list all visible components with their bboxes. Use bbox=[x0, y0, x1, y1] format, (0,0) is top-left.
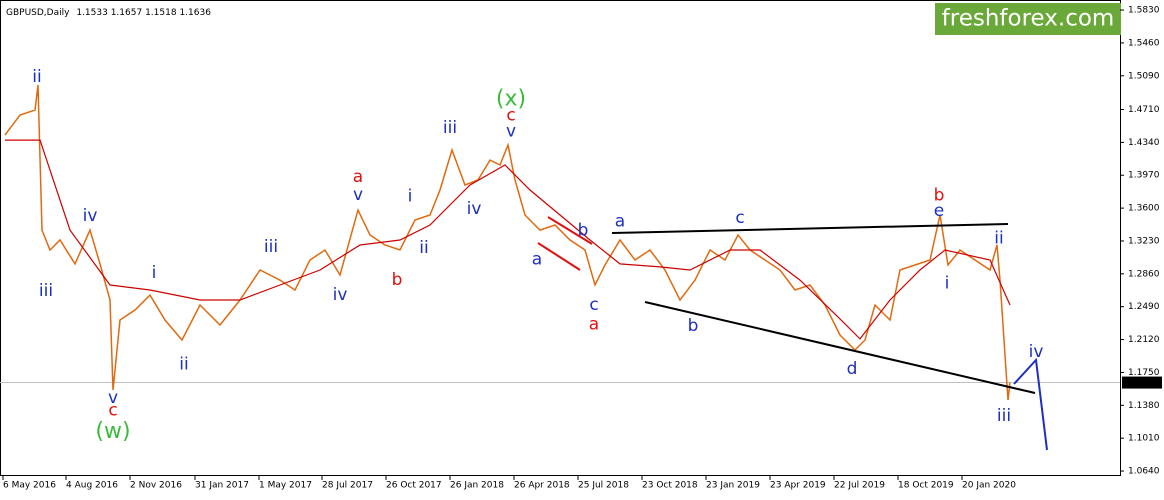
x-tick-label: 23 Jan 2019 bbox=[706, 481, 760, 491]
wave-label: i bbox=[152, 263, 157, 283]
y-tick-label: 1.5830 bbox=[1128, 6, 1160, 16]
wave-label: b bbox=[934, 186, 945, 206]
y-tick-label: 1.3230 bbox=[1128, 236, 1160, 246]
wave-label: iii bbox=[264, 237, 278, 257]
brand-text: freshforex.com bbox=[942, 6, 1115, 32]
projection-line bbox=[1013, 357, 1048, 451]
x-tick-label: 22 Jul 2019 bbox=[834, 481, 885, 491]
y-tick-label: 1.3600 bbox=[1128, 204, 1160, 214]
wave-label: (x) bbox=[496, 87, 526, 112]
wave-label: a bbox=[589, 314, 599, 334]
x-tick-label: 28 Jul 2017 bbox=[322, 481, 373, 491]
wave-label: c bbox=[108, 401, 117, 421]
trendline bbox=[644, 301, 1036, 394]
y-tick-label: 1.4710 bbox=[1128, 105, 1160, 115]
x-tick-label: 18 Oct 2019 bbox=[898, 481, 954, 491]
y-tick-label: 1.0640 bbox=[1128, 467, 1160, 477]
wave-label: iii bbox=[443, 118, 457, 138]
symbol-header: GBPUSD,Daily 1.1533 1.1657 1.1518 1.1636 bbox=[6, 8, 211, 18]
wave-label: e bbox=[934, 201, 944, 221]
wave-label: iii bbox=[997, 406, 1011, 426]
wave-label: iv bbox=[1029, 342, 1044, 362]
wave-label: c bbox=[506, 106, 515, 126]
wave-label: ii bbox=[32, 67, 41, 87]
price-line bbox=[5, 139, 1011, 340]
y-tick-label: 1.5090 bbox=[1128, 71, 1160, 81]
wave-label: a bbox=[353, 167, 363, 187]
wave-label: a bbox=[615, 211, 625, 231]
wave-label: d bbox=[847, 359, 858, 379]
last-price-label: 1.1636 bbox=[1126, 378, 1158, 388]
plot-frame bbox=[0, 0, 1121, 476]
wave-label: ii bbox=[179, 354, 188, 374]
close: 1.1636 bbox=[179, 8, 211, 18]
x-tick-label: 6 May 2016 bbox=[3, 481, 56, 491]
channel-line bbox=[537, 242, 581, 271]
y-tick-label: 1.2860 bbox=[1128, 269, 1160, 279]
symbol: GBPUSD,Daily bbox=[6, 8, 70, 18]
y-tick-label: 1.2120 bbox=[1128, 335, 1160, 345]
wave-label: i bbox=[945, 274, 950, 294]
channel-line bbox=[547, 216, 593, 245]
low: 1.1518 bbox=[145, 8, 177, 18]
wave-label: b bbox=[578, 220, 589, 240]
wave-label: c bbox=[735, 208, 744, 228]
wave-label: iv bbox=[467, 199, 482, 219]
wave-label: ii bbox=[419, 238, 428, 258]
wave-label: b bbox=[688, 316, 699, 336]
wave-label: iv bbox=[83, 206, 98, 226]
wave-label: v bbox=[108, 388, 118, 408]
x-tick-label: 23 Oct 2018 bbox=[642, 481, 698, 491]
wave-label: v bbox=[506, 122, 516, 142]
trendlines bbox=[537, 216, 1048, 451]
wave-label: i bbox=[408, 187, 413, 207]
open: 1.1533 bbox=[76, 8, 108, 18]
last-price-box bbox=[1122, 376, 1162, 389]
trendline bbox=[611, 223, 1009, 234]
x-tick-label: 31 Jan 2017 bbox=[195, 481, 249, 491]
y-tick-label: 1.1010 bbox=[1128, 434, 1160, 444]
price-line bbox=[4, 84, 1011, 401]
brand-box bbox=[935, 3, 1121, 35]
high: 1.1657 bbox=[111, 8, 143, 18]
x-tick-label: 26 Oct 2017 bbox=[386, 481, 442, 491]
y-tick-label: 1.1380 bbox=[1128, 401, 1160, 411]
wave-label: iv bbox=[333, 285, 348, 305]
x-tick-label: 1 May 2017 bbox=[259, 481, 312, 491]
x-tick-label: 2 Nov 2016 bbox=[130, 481, 182, 491]
x-tick-label: 26 Apr 2018 bbox=[514, 481, 570, 491]
x-tick-label: 20 Jan 2020 bbox=[962, 481, 1016, 491]
wave-label: iii bbox=[39, 281, 53, 301]
wave-label: ii bbox=[994, 228, 1003, 248]
wave-label: c bbox=[589, 295, 598, 315]
x-tick-label: 25 Jul 2018 bbox=[578, 481, 629, 491]
x-tick-label: 4 Aug 2016 bbox=[66, 481, 118, 491]
wave-label: b bbox=[392, 270, 403, 290]
y-tick-label: 1.4340 bbox=[1128, 138, 1160, 148]
y-tick-label: 1.5460 bbox=[1128, 38, 1160, 48]
x-tick-label: 23 Apr 2019 bbox=[770, 481, 826, 491]
wave-label: a bbox=[532, 250, 542, 270]
wave-label: v bbox=[353, 185, 363, 205]
wave-label: (w) bbox=[95, 419, 130, 444]
x-tick-label: 26 Jan 2018 bbox=[450, 481, 504, 491]
y-tick-label: 1.1750 bbox=[1128, 368, 1160, 378]
y-tick-label: 1.3970 bbox=[1128, 171, 1160, 181]
y-tick-label: 1.2490 bbox=[1128, 302, 1160, 312]
